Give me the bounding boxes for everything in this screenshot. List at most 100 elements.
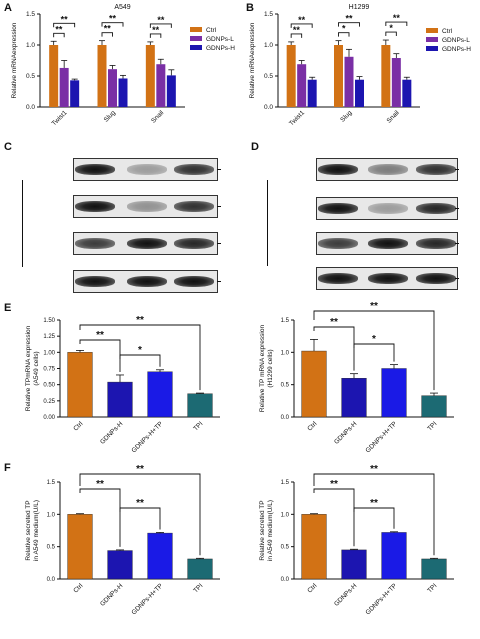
- protein-band: [367, 164, 409, 175]
- legend-swatch-gdnps-l: [190, 36, 202, 41]
- legend-swatch-ctrl: [426, 28, 438, 33]
- x-tick-label: Twist1: [51, 109, 69, 127]
- y-tick-label: 0.00: [43, 415, 55, 421]
- significance-bracket: [338, 32, 350, 37]
- western-blot-c: [0, 140, 240, 300]
- kda-tick: [455, 242, 459, 244]
- protein-band: [317, 203, 359, 214]
- kda-tick: [217, 242, 221, 244]
- y-axis-label: Relative secreted TP: [25, 500, 32, 560]
- significance-mark: **: [136, 315, 144, 326]
- y-tick-label: 1.00: [43, 350, 55, 356]
- significance-mark: **: [96, 330, 104, 341]
- x-tick-label: Ctrl: [306, 582, 318, 594]
- bar-chart-tp-mrna-a549: 0.00 0.25 0.50 0.75 1.00 1.25 1.50 Relative TPm…: [25, 315, 220, 454]
- y-tick-label: 1.0: [47, 512, 56, 518]
- significance-mark: **: [55, 24, 63, 34]
- bar-gdnps-h: [166, 75, 176, 107]
- cell-line-bracket: [22, 180, 23, 267]
- significance-bracket: [79, 473, 201, 556]
- significance-mark: **: [136, 498, 144, 509]
- significance-mark: **: [152, 25, 160, 35]
- bar-chart-secreted-tp-2: 0.0 0.5 1.0 1.5 Relative secreted TP in A549 …: [259, 464, 454, 616]
- y-axis-label: Relative TPmRNA expression: [25, 325, 32, 411]
- kda-tick: [455, 207, 459, 209]
- bar-tpi: [187, 393, 213, 418]
- legend-label: GDNPs-L: [206, 36, 234, 43]
- protein-band: [415, 238, 457, 249]
- significance-bracket: [338, 22, 360, 27]
- bar-gdnps-l: [297, 64, 307, 107]
- y-tick-label: 1.25: [43, 334, 55, 340]
- bar-gdnps-h-tp: [381, 532, 407, 580]
- x-tick-label: Ctrl: [72, 582, 84, 594]
- x-tick-label: TPI: [192, 420, 204, 432]
- bar-ctrl: [381, 45, 391, 107]
- bar-gdnps-l: [391, 58, 401, 107]
- x-tick-label: Slug: [339, 109, 353, 123]
- protein-band: [126, 201, 168, 212]
- significance-bracket: [313, 488, 355, 547]
- significance-mark: **: [298, 15, 306, 25]
- y-axis-label: Relative TP mRNA expression: [259, 325, 266, 413]
- legend-label: GDNPs-H: [206, 45, 235, 52]
- protein-band: [74, 201, 116, 212]
- bar-gdnps-h: [118, 78, 128, 107]
- y-tick-label: 0.0: [281, 577, 290, 583]
- bar-ctrl: [301, 514, 327, 580]
- significance-bracket: [101, 32, 113, 37]
- blot-strip: [73, 195, 218, 218]
- protein-band: [415, 203, 457, 214]
- y-axis-label-2: (A549 cells): [33, 351, 40, 385]
- bar-gdnps-h: [355, 79, 364, 107]
- bar-chart-h1299-mrna: H1299 0.0 0.5 1.0 1.5 Relative mRNAexpression…: [249, 4, 471, 127]
- bar-gdnps-l: [156, 64, 166, 107]
- western-blot-d: [244, 140, 480, 300]
- y-tick-label: 0.5: [281, 545, 290, 551]
- bar-tpi: [421, 395, 447, 418]
- protein-band: [317, 238, 359, 249]
- bar-chart-secreted-tp-1: 0.0 0.5 1.0 1.5 Relative secreted TP in A549 …: [25, 464, 220, 616]
- x-tick-label: GDNPs-H+TP: [364, 420, 398, 454]
- legend-swatch-gdnps-h: [190, 45, 202, 50]
- protein-band: [415, 273, 457, 284]
- bar-ctrl: [97, 45, 107, 107]
- significance-mark: **: [330, 479, 338, 490]
- bar-gdnps-h: [341, 549, 367, 580]
- protein-band: [173, 164, 215, 175]
- bar-ctrl: [301, 350, 327, 418]
- bar-ctrl: [49, 45, 59, 107]
- significance-bracket: [290, 23, 313, 28]
- chart-title: A549: [114, 4, 130, 11]
- protein-band: [367, 203, 409, 214]
- x-tick-label: GDNPs-H: [99, 582, 125, 608]
- x-tick-label: TPI: [192, 582, 204, 594]
- y-tick-label: 0.0: [47, 577, 56, 583]
- y-axis-label-2: (H1299 cells): [267, 349, 274, 387]
- x-tick-label: TPI: [426, 420, 438, 432]
- protein-band: [173, 201, 215, 212]
- bar-gdnps-h: [307, 79, 317, 107]
- blot-strip: [316, 197, 458, 220]
- significance-mark: **: [136, 464, 144, 475]
- bar-gdnps-l: [59, 67, 69, 107]
- protein-band: [74, 276, 116, 287]
- significance-bracket: [149, 33, 162, 38]
- y-axis-label-2: in A549 medium(U/L): [33, 500, 40, 561]
- protein-band: [317, 273, 359, 284]
- y-tick-label: 1.5: [281, 318, 290, 324]
- y-tick-label: 1.0: [281, 512, 290, 518]
- y-tick-label: 1.5: [47, 480, 56, 486]
- y-tick-label: 1.5: [26, 11, 35, 18]
- x-tick-label: Slug: [103, 109, 117, 123]
- y-tick-label: 0.5: [47, 545, 56, 551]
- bar-gdnps-h: [70, 80, 80, 107]
- significance-mark: **: [109, 14, 117, 24]
- significance-bracket: [53, 32, 65, 38]
- significance-mark: **: [104, 24, 112, 34]
- x-tick-label: Twist1: [288, 109, 306, 127]
- kda-tick: [217, 205, 221, 207]
- kda-tick: [217, 168, 221, 170]
- bar-gdnps-h-tp: [147, 532, 173, 580]
- significance-bracket: [53, 22, 76, 28]
